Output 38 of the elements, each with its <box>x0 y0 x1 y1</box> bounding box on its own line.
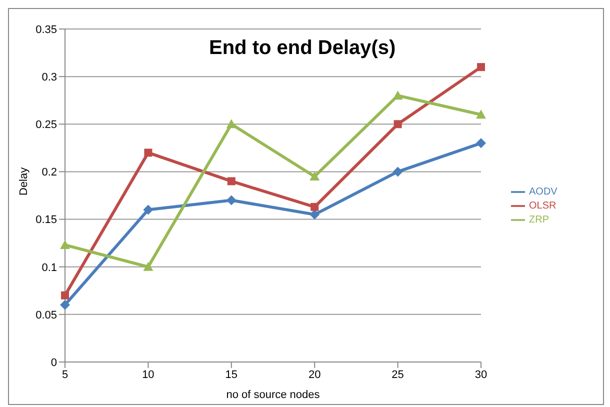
x-tick-label: 15 <box>225 368 238 381</box>
y-tick-label: 0.1 <box>42 262 57 274</box>
y-tick-label: 0.15 <box>36 214 57 226</box>
legend-label: OLSR <box>529 200 556 212</box>
y-tick-label: 0.3 <box>42 71 57 84</box>
y-tick-label: 0.05 <box>36 309 57 322</box>
x-tick-label: 25 <box>392 368 404 381</box>
y-tick-label: 0.2 <box>42 166 57 179</box>
point <box>61 291 69 300</box>
x-tick-label: 10 <box>142 368 154 381</box>
point <box>394 120 402 128</box>
point <box>226 119 236 128</box>
point <box>392 166 403 177</box>
point <box>476 110 486 119</box>
x-tick-label: 30 <box>474 368 488 381</box>
chart-title: End to end Delay(s) <box>209 37 396 60</box>
legend-label: ZRP <box>529 214 549 226</box>
point <box>143 262 154 271</box>
y-tick-label: 0.25 <box>36 119 57 132</box>
point <box>227 177 236 186</box>
point <box>60 240 70 249</box>
point <box>310 210 320 220</box>
point <box>226 195 236 206</box>
x-tick-label: 20 <box>308 368 321 381</box>
point <box>476 138 486 148</box>
point <box>143 204 154 215</box>
y-axis-title: Delay <box>18 166 30 196</box>
point <box>310 171 320 180</box>
y-tick-label: 0.35 <box>36 24 57 36</box>
point <box>310 202 319 211</box>
point <box>60 300 70 310</box>
point <box>144 148 152 157</box>
legend-label: AODV <box>529 186 558 198</box>
point <box>477 63 485 72</box>
x-axis-title: no of source nodes <box>226 389 320 401</box>
x-tick-label: 5 <box>62 368 68 381</box>
y-tick-label: 0 <box>50 356 57 369</box>
point <box>392 90 403 100</box>
